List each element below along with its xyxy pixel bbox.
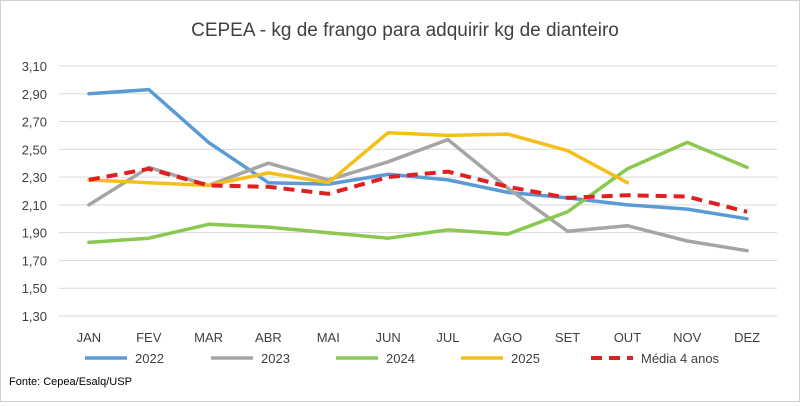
y-tick-label: 2,90 <box>22 87 47 102</box>
y-tick-label: 1,70 <box>22 253 47 268</box>
legend-label: 2022 <box>135 351 164 366</box>
x-tick-label: JUN <box>375 330 400 345</box>
x-tick-label: ABR <box>255 330 282 345</box>
y-tick-label: 2,30 <box>22 170 47 185</box>
series-lines <box>87 87 749 253</box>
x-tick-label: JUL <box>436 330 459 345</box>
series-line-2024 <box>87 140 749 245</box>
y-tick-label: 2,50 <box>22 142 47 157</box>
series-line-2025 <box>87 130 630 188</box>
series-line-m-dia-4-anos <box>88 166 748 214</box>
y-tick-label: 2,10 <box>22 198 47 213</box>
y-tick-label: 1,30 <box>22 309 47 324</box>
x-tick-label: OUT <box>614 330 642 345</box>
legend: 2022 2023 2024 2025 Média 4 anos <box>85 351 720 366</box>
legend-label: 2024 <box>386 351 415 366</box>
y-tick-label: 2,70 <box>22 115 47 130</box>
y-tick-label: 3,10 <box>22 59 47 74</box>
series-line-2022 <box>87 87 749 221</box>
x-tick-label: AGO <box>493 330 522 345</box>
x-tick-label: MAR <box>194 330 223 345</box>
x-tick-label: NOV <box>673 330 702 345</box>
x-tick-label: FEV <box>136 330 162 345</box>
x-tick-label: MAI <box>317 330 340 345</box>
legend-label: 2025 <box>511 351 540 366</box>
x-tick-label: DEZ <box>734 330 760 345</box>
x-axis-ticks: JAN FEV MAR ABR MAI JUN JUL AGO SET OUT NOV DEZ <box>77 330 761 345</box>
y-tick-label: 1,90 <box>22 226 47 241</box>
legend-label: 2023 <box>261 351 290 366</box>
y-tick-label: 1,50 <box>22 281 47 296</box>
chart-title: CEPEA - kg de frango para adquirir kg de… <box>191 20 619 41</box>
x-tick-label: JAN <box>77 330 102 345</box>
y-axis-ticks: 1,30 1,50 1,70 1,90 2,10 2,30 2,50 2,70 2,90 3,10 <box>22 59 47 324</box>
x-tick-label: SET <box>555 330 580 345</box>
legend-label: Média 4 anos <box>641 351 720 366</box>
source-note: Fonte: Cepea/Esalq/USP <box>9 376 132 388</box>
